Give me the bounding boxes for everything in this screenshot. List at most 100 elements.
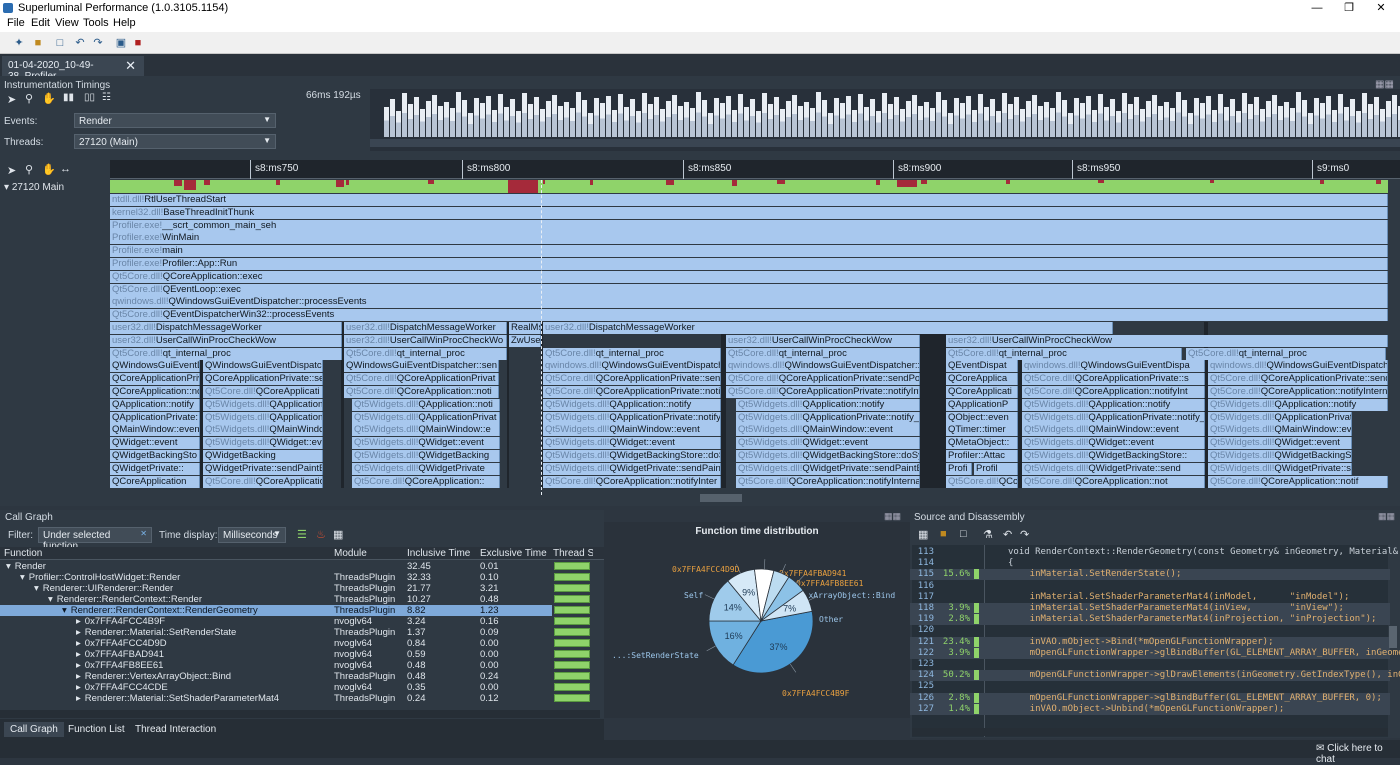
call-graph-row[interactable]: ▸ Renderer::VertexArrayObject::Bind Thread… — [0, 671, 552, 682]
flame-frame[interactable]: Qt5Core.dll!QCoreApplicationPrivate::not… — [726, 386, 920, 398]
call-graph-row[interactable]: ▾ Render 32.45 0.01 — [0, 561, 552, 572]
source-line[interactable]: 124 50.2% mOpenGLFunctionWrapper->glDrawE… — [910, 670, 1400, 682]
flame-frame[interactable]: user32.dll!UserCallWinProcCheckWo — [344, 334, 507, 347]
flame-frame[interactable]: QWidget::event — [110, 437, 200, 450]
source-line[interactable]: 119 2.8% inMaterial.SetShaderParameterMat… — [910, 614, 1390, 626]
expand-arrow-icon[interactable]: ▸ — [76, 682, 81, 693]
panel-float-icon[interactable]: ▦▦ — [1378, 511, 1396, 521]
close-tab-icon[interactable]: ✕ — [125, 58, 136, 73]
flame-frame[interactable]: Qt5Core.dll!QCoreApplicationPrivat — [344, 373, 499, 386]
flame-frame[interactable]: Qt5Widgets.dll!QApplicationPrivate::noti… — [736, 411, 920, 424]
flame-frame[interactable]: Qt5Widgets.dll!QWidget::event — [1022, 437, 1205, 450]
call-graph-row[interactable]: ▸ 0x7FFA4FBAD941 nvoglv64 0.59 0.00 — [0, 649, 552, 660]
tab-call-graph[interactable]: Call Graph — [4, 722, 64, 737]
open-folder-icon[interactable]: ■ — [34, 37, 42, 49]
call-graph-row[interactable]: ▾ Renderer::RenderContext::RenderGeometry… — [0, 605, 552, 616]
horizontal-scrollbar[interactable] — [0, 710, 600, 718]
flame-frame[interactable]: Profiler.exe!WinMain — [110, 232, 1388, 245]
file-icon[interactable]: □ — [960, 528, 967, 540]
vertical-scrollbar[interactable] — [1389, 626, 1397, 648]
panel-float-icon[interactable]: ▦▦ — [1375, 79, 1394, 90]
flame-frame[interactable]: QCoreApplica — [946, 373, 1018, 386]
range-tool-icon[interactable]: ↔ — [60, 163, 71, 175]
flame-frame[interactable]: Profiler.exe!__scrt_common_main_seh — [110, 219, 1388, 232]
flame-frame[interactable]: Profiler.exe!main — [110, 245, 1388, 258]
call-graph-row[interactable]: ▾ Profiler::ControlHostWidget::Render Thre… — [0, 572, 552, 583]
flame-frame[interactable]: Qt5Widgets.dll!QApplicationPrivat — [352, 411, 500, 424]
source-line[interactable]: 125 — [910, 681, 1390, 692]
open-source-icon[interactable]: ■ — [940, 528, 947, 540]
filter-tool-icon[interactable]: ☷ — [102, 92, 111, 103]
flame-frame[interactable]: Qt5Widgets.dll!QWidgetBackingStore:: — [1022, 450, 1205, 462]
call-graph-row[interactable]: ▾ Renderer::RenderContext::Render ThreadsP… — [0, 594, 552, 605]
undo-icon[interactable]: ↶ — [75, 37, 85, 49]
tree-view-icon[interactable]: ☰ — [297, 529, 307, 541]
flame-frame[interactable]: Qt5Core.dll!QCoreApplication::notifyInte… — [736, 475, 920, 488]
flame-frame[interactable]: Qt5Widgets.dll!QMainWindow::even — [203, 424, 323, 437]
menu-help[interactable]: Help — [113, 17, 136, 29]
flame-frame[interactable]: QEventDispat — [946, 360, 1018, 373]
flame-frame[interactable]: Qt5Widgets.dll!QWidgetBackingStore::doSy… — [736, 450, 920, 462]
flame-frame[interactable]: Qt5Core.dll!qt_internal_proc — [110, 347, 342, 360]
call-graph-row[interactable]: ▾ Renderer::UIRenderer::Render ThreadsPlug… — [0, 583, 552, 594]
flame-frame[interactable]: QWidgetBackingSto — [110, 450, 200, 462]
call-graph-row[interactable]: ▸ Renderer::Material::SetRenderState Threa… — [0, 627, 552, 638]
flame-frame[interactable]: Qt5Widgets.dll!QWidgetPrivate — [352, 462, 500, 475]
flame-frame[interactable]: QApplicationPrivate:: — [110, 411, 200, 424]
flame-frame[interactable]: Profiler.exe!Profiler::App::Run — [110, 258, 1388, 270]
flame-frame[interactable]: QApplicationP — [946, 398, 1018, 411]
threads-combo[interactable]: 27120 (Main) ▼ — [74, 134, 276, 149]
timeline-scrollbar[interactable] — [700, 494, 742, 502]
menu-edit[interactable]: Edit — [31, 17, 50, 29]
flame-frame[interactable]: Profil — [974, 462, 1018, 475]
flame-frame[interactable]: user32.dll!UserCallWinProcCheckWow — [110, 334, 342, 347]
flame-frame[interactable]: Qt5Core.dll!QCoreApplicationPrivate::sen… — [543, 373, 721, 386]
flame-frame[interactable]: Qt5Widgets.dll!QWidget::event — [543, 437, 721, 450]
flame-frame[interactable]: Qt5Widgets.dll!QWidget::even — [203, 437, 323, 450]
flame-frame[interactable]: user32.dll!DispatchMessageWorker — [110, 322, 342, 334]
flame-frame[interactable]: Qt5Core.dll!QCoreApplicationPrivate::s — [1022, 373, 1205, 386]
source-line[interactable]: 126 2.8% mOpenGLFunctionWrapper->glBindBu… — [910, 692, 1390, 704]
flame-icon[interactable]: ♨ — [316, 529, 326, 541]
flame-frame[interactable]: Qt5Core.dll!QCoreApplication::notifyInte… — [1208, 386, 1388, 398]
flame-frame[interactable]: Qt5Widgets.dll!QApplication::notify — [543, 398, 721, 411]
pan-tool-icon[interactable]: ✋ — [42, 93, 56, 105]
source-line[interactable]: 113 void RenderContext::RenderGeometry(co… — [910, 547, 1398, 558]
new-session-icon[interactable]: ✦ — [14, 37, 24, 49]
expand-arrow-icon[interactable]: ▸ — [76, 693, 81, 704]
flame-frame[interactable]: Qt5Widgets.dll!QWidgetPrivate::sendPaint… — [736, 462, 920, 475]
distribution-icon[interactable]: ▯▯ — [84, 92, 96, 103]
source-line[interactable]: 118 3.9% inMaterial.SetShaderParameterMat… — [910, 603, 1390, 614]
flame-frame[interactable]: QCoreApplication::no — [110, 386, 200, 398]
flame-frame[interactable]: Qt5Widgets.dll!QApplication::notify — [1022, 398, 1205, 411]
flame-frame[interactable]: Qt5Core.dll!qt_internal_proc — [1186, 347, 1386, 360]
flame-frame[interactable]: QWidgetPrivate::sendPaintE — [203, 462, 323, 475]
flame-frame[interactable]: Qt5Core.dll!qt_internal_proc — [946, 347, 1182, 360]
flame-frame[interactable]: RealMs — [509, 322, 541, 334]
flame-frame[interactable]: Qt5Core.dll!QCoreApplicationPrivate::sen… — [726, 373, 920, 386]
flame-frame[interactable]: QWindowsGuiEventDi — [110, 360, 200, 373]
source-line[interactable]: 123 — [910, 659, 1390, 670]
flame-frame[interactable]: QWindowsGuiEventDispatcher::sen — [344, 360, 499, 373]
thread-row-label[interactable]: ▾ 27120 Main — [4, 182, 64, 193]
flame-frame[interactable]: Profi — [946, 462, 972, 475]
flame-frame[interactable]: QCoreApplicationPrivate::send — [203, 373, 323, 386]
flame-frame[interactable]: QMainWindow::even — [110, 424, 200, 437]
flame-frame[interactable]: Qt5Widgets.dll!QMainWindow::event — [1022, 424, 1205, 437]
minimize-button[interactable]: — — [1311, 2, 1323, 14]
clear-filter-icon[interactable]: ✕ — [140, 529, 147, 538]
pie-slice[interactable] — [732, 610, 814, 674]
pie-slice[interactable] — [708, 620, 762, 666]
expand-arrow-icon[interactable]: ▾ — [48, 594, 53, 605]
menu-view[interactable]: View — [55, 17, 79, 29]
col-function[interactable]: Function — [4, 548, 43, 559]
col-thread-state[interactable]: Thread State — [553, 548, 593, 559]
pie-chart[interactable]: 37% 0x7FFA4FCC4B9F 16% ...:SetRenderState 14… — [604, 522, 910, 718]
flame-frame[interactable]: QMetaObject:: — [946, 437, 1018, 450]
expand-arrow-icon[interactable]: ▸ — [76, 649, 81, 660]
flame-frame[interactable]: QWidgetBacking — [203, 450, 323, 462]
flame-frame[interactable]: Qt5Core.dll!qt_internal_proc — [543, 347, 721, 360]
source-line[interactable]: 117 inMaterial.SetShaderParameterMat4(in… — [910, 592, 1390, 603]
flame-frame[interactable]: Qt5Core.dll!QCoreApplication::notifyl — [946, 475, 1018, 488]
flame-frame[interactable]: Qt5Widgets.dll!QApplication::notify — [1208, 398, 1388, 411]
